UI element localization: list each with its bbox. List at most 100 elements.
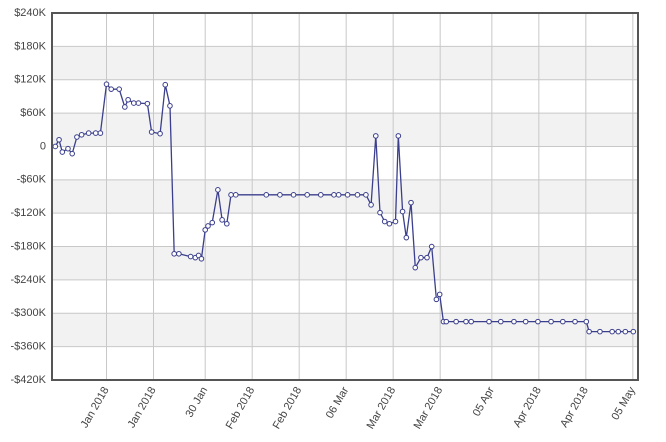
y-tick-label: $240K bbox=[14, 7, 46, 19]
point bbox=[399, 208, 406, 215]
x-tick-label: Feb 2018 bbox=[224, 385, 258, 431]
point bbox=[85, 130, 92, 136]
point bbox=[56, 136, 62, 143]
point bbox=[52, 143, 59, 150]
point bbox=[171, 250, 177, 257]
x-tick-label: 30 Jan bbox=[183, 385, 210, 420]
point bbox=[453, 318, 459, 325]
point bbox=[263, 192, 270, 198]
point bbox=[209, 219, 216, 226]
point bbox=[368, 202, 374, 208]
point bbox=[572, 318, 578, 325]
point bbox=[304, 192, 310, 198]
point bbox=[317, 192, 324, 198]
point bbox=[468, 318, 474, 325]
grid-band bbox=[52, 113, 638, 147]
point bbox=[224, 220, 230, 227]
point bbox=[74, 134, 80, 140]
point bbox=[157, 130, 163, 137]
point bbox=[535, 318, 541, 325]
point bbox=[486, 318, 492, 325]
x-tick-label: Mar 2018 bbox=[365, 385, 399, 431]
y-tick-label: $120K bbox=[14, 74, 46, 86]
point bbox=[202, 227, 208, 233]
y-tick-label: -$240K bbox=[11, 274, 47, 286]
point bbox=[122, 104, 128, 110]
point bbox=[59, 149, 66, 155]
point bbox=[97, 130, 104, 136]
point bbox=[130, 100, 137, 106]
point bbox=[290, 192, 297, 198]
point bbox=[277, 192, 283, 198]
y-tick-label: -$60K bbox=[17, 174, 47, 186]
y-tick-label: -$300K bbox=[11, 307, 47, 319]
point bbox=[609, 328, 615, 335]
point bbox=[331, 192, 337, 198]
point bbox=[381, 218, 388, 225]
point bbox=[615, 328, 622, 335]
x-tick-label: 05 Apr bbox=[471, 385, 497, 419]
point bbox=[497, 318, 504, 325]
point bbox=[548, 318, 554, 325]
point bbox=[198, 255, 205, 262]
point bbox=[103, 81, 110, 87]
point bbox=[205, 223, 211, 229]
point bbox=[583, 318, 590, 325]
point bbox=[108, 86, 115, 92]
point bbox=[630, 328, 637, 335]
point bbox=[228, 192, 234, 198]
grid-band bbox=[52, 179, 638, 214]
plot-border bbox=[51, 12, 639, 381]
x-tick-label: Jan 2018 bbox=[79, 385, 112, 430]
point bbox=[187, 253, 194, 260]
point bbox=[412, 264, 419, 271]
point bbox=[395, 133, 402, 139]
point bbox=[560, 318, 566, 325]
point bbox=[436, 291, 443, 298]
x-tick-label: Apr 2018 bbox=[558, 385, 591, 430]
point bbox=[418, 254, 424, 261]
point bbox=[403, 234, 410, 241]
point bbox=[424, 254, 430, 261]
point bbox=[386, 220, 393, 227]
y-tick-label: $180K bbox=[14, 40, 46, 52]
point bbox=[586, 328, 592, 335]
point bbox=[344, 192, 351, 198]
series-line bbox=[54, 82, 634, 333]
point bbox=[335, 192, 342, 198]
y-tick-label: -$420K bbox=[11, 374, 47, 386]
point bbox=[219, 217, 225, 223]
point bbox=[135, 100, 142, 106]
x-tick-label: Jan 2018 bbox=[126, 385, 159, 430]
point bbox=[433, 296, 440, 303]
point bbox=[522, 318, 529, 325]
point bbox=[92, 130, 99, 136]
point bbox=[144, 100, 151, 107]
point bbox=[511, 318, 517, 325]
point bbox=[116, 86, 122, 92]
x-tick-label: Mar 2018 bbox=[412, 385, 446, 431]
point bbox=[443, 318, 450, 325]
point bbox=[176, 250, 182, 257]
x-tick-label: Apr 2018 bbox=[511, 385, 544, 430]
grid-band bbox=[52, 313, 638, 347]
point bbox=[69, 150, 76, 157]
point bbox=[232, 192, 239, 198]
point bbox=[428, 243, 435, 250]
point bbox=[65, 145, 71, 152]
point bbox=[125, 96, 131, 103]
x-tick-label: Feb 2018 bbox=[271, 385, 305, 431]
y-tick-label: -$360K bbox=[11, 341, 47, 353]
point bbox=[167, 103, 173, 109]
y-tick-label: -$120K bbox=[11, 207, 47, 219]
point bbox=[392, 218, 399, 225]
point bbox=[622, 328, 629, 335]
x-tick-label: 05 May bbox=[610, 385, 639, 423]
point bbox=[363, 192, 369, 198]
point bbox=[377, 209, 383, 216]
point bbox=[162, 81, 169, 88]
point bbox=[78, 131, 85, 138]
point bbox=[354, 192, 361, 198]
y-tick-label: $60K bbox=[20, 107, 46, 119]
